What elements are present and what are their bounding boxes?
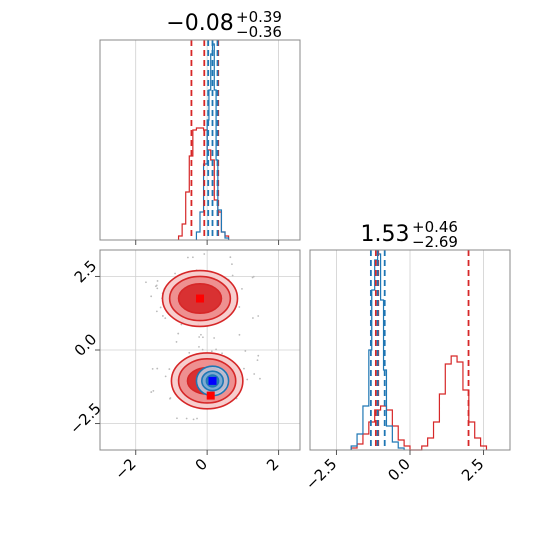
scatter-point [231,274,234,277]
scatter-point [200,333,202,336]
quantile-lines [190,40,220,240]
scatter-point [201,348,204,351]
scatter-point [174,272,176,275]
title-upper-error: +0.46 [412,218,458,236]
scatter-point [145,281,147,284]
tick-marks [335,450,485,455]
tick-marks [135,240,280,245]
best-fit-marker [196,294,204,303]
histogram-series-2 [350,253,405,450]
scatter-point [156,280,159,282]
scatter-point [229,256,232,259]
panel-title-param-1: −0.08 [166,11,233,36]
scatter-point [244,350,247,352]
scatter-point [259,377,261,380]
scatter-point [164,375,167,378]
scatter-point [231,263,233,266]
panel-histogram-param-1: −0.08 +0.39 −0.36 [99,8,301,245]
scatter-point [175,341,178,343]
scatter-point [213,337,216,339]
scatter-point [156,287,159,290]
scatter-point [198,336,201,338]
tick-marks [95,275,280,455]
scatter-point [196,417,198,420]
scatter-point [257,315,260,317]
scatter-point [241,287,243,290]
scatter-point [164,317,167,319]
scatter-point [243,367,245,370]
scatter-point [155,310,158,313]
scatter-point [238,306,241,308]
scatter-point [188,351,191,354]
scatter-point [198,345,200,348]
scatter-point [256,359,259,362]
scatter-point [186,256,189,259]
panel-title-param-2: 1.53 [361,222,410,247]
scatter-point [155,284,158,287]
panel-frame [99,39,301,241]
scatter-point [210,350,213,353]
grid [100,250,300,450]
scatter-point [221,352,223,355]
scatter-point [176,417,178,420]
scatter-point [177,332,180,335]
scatter-point [152,389,155,392]
scatter-point [150,391,153,393]
title-value: 1.53 [361,222,410,247]
scatter-point [252,275,255,278]
scatter-point [257,354,260,357]
scatter-point [192,418,195,421]
best-fit-marker [208,376,217,385]
scatter-point [159,306,162,309]
scatter-point [168,368,171,370]
scatter-point [215,348,217,351]
quantile-lines [369,250,470,450]
scatter-point [246,378,249,381]
scatter-point [238,333,241,336]
scatter-point [180,323,183,326]
scatter-point [202,336,204,339]
scatter-point [185,417,188,420]
scatter-point [156,367,159,370]
marker-group [196,294,217,400]
scatter-point [169,397,171,400]
scatter-point [151,367,154,370]
grid [336,250,484,450]
title-lower-error: −0.36 [236,23,282,41]
title-value: −0.08 [166,11,233,36]
best-fit-marker [206,391,215,400]
scatter-point [161,315,164,317]
scatter-point [252,317,254,319]
scatter-point [150,295,153,298]
scatter-point [203,253,206,255]
scatter-point [191,256,194,259]
title-lower-error: −2.69 [412,233,458,251]
scatter-point [253,373,256,375]
title-upper-error: +0.39 [236,8,282,26]
